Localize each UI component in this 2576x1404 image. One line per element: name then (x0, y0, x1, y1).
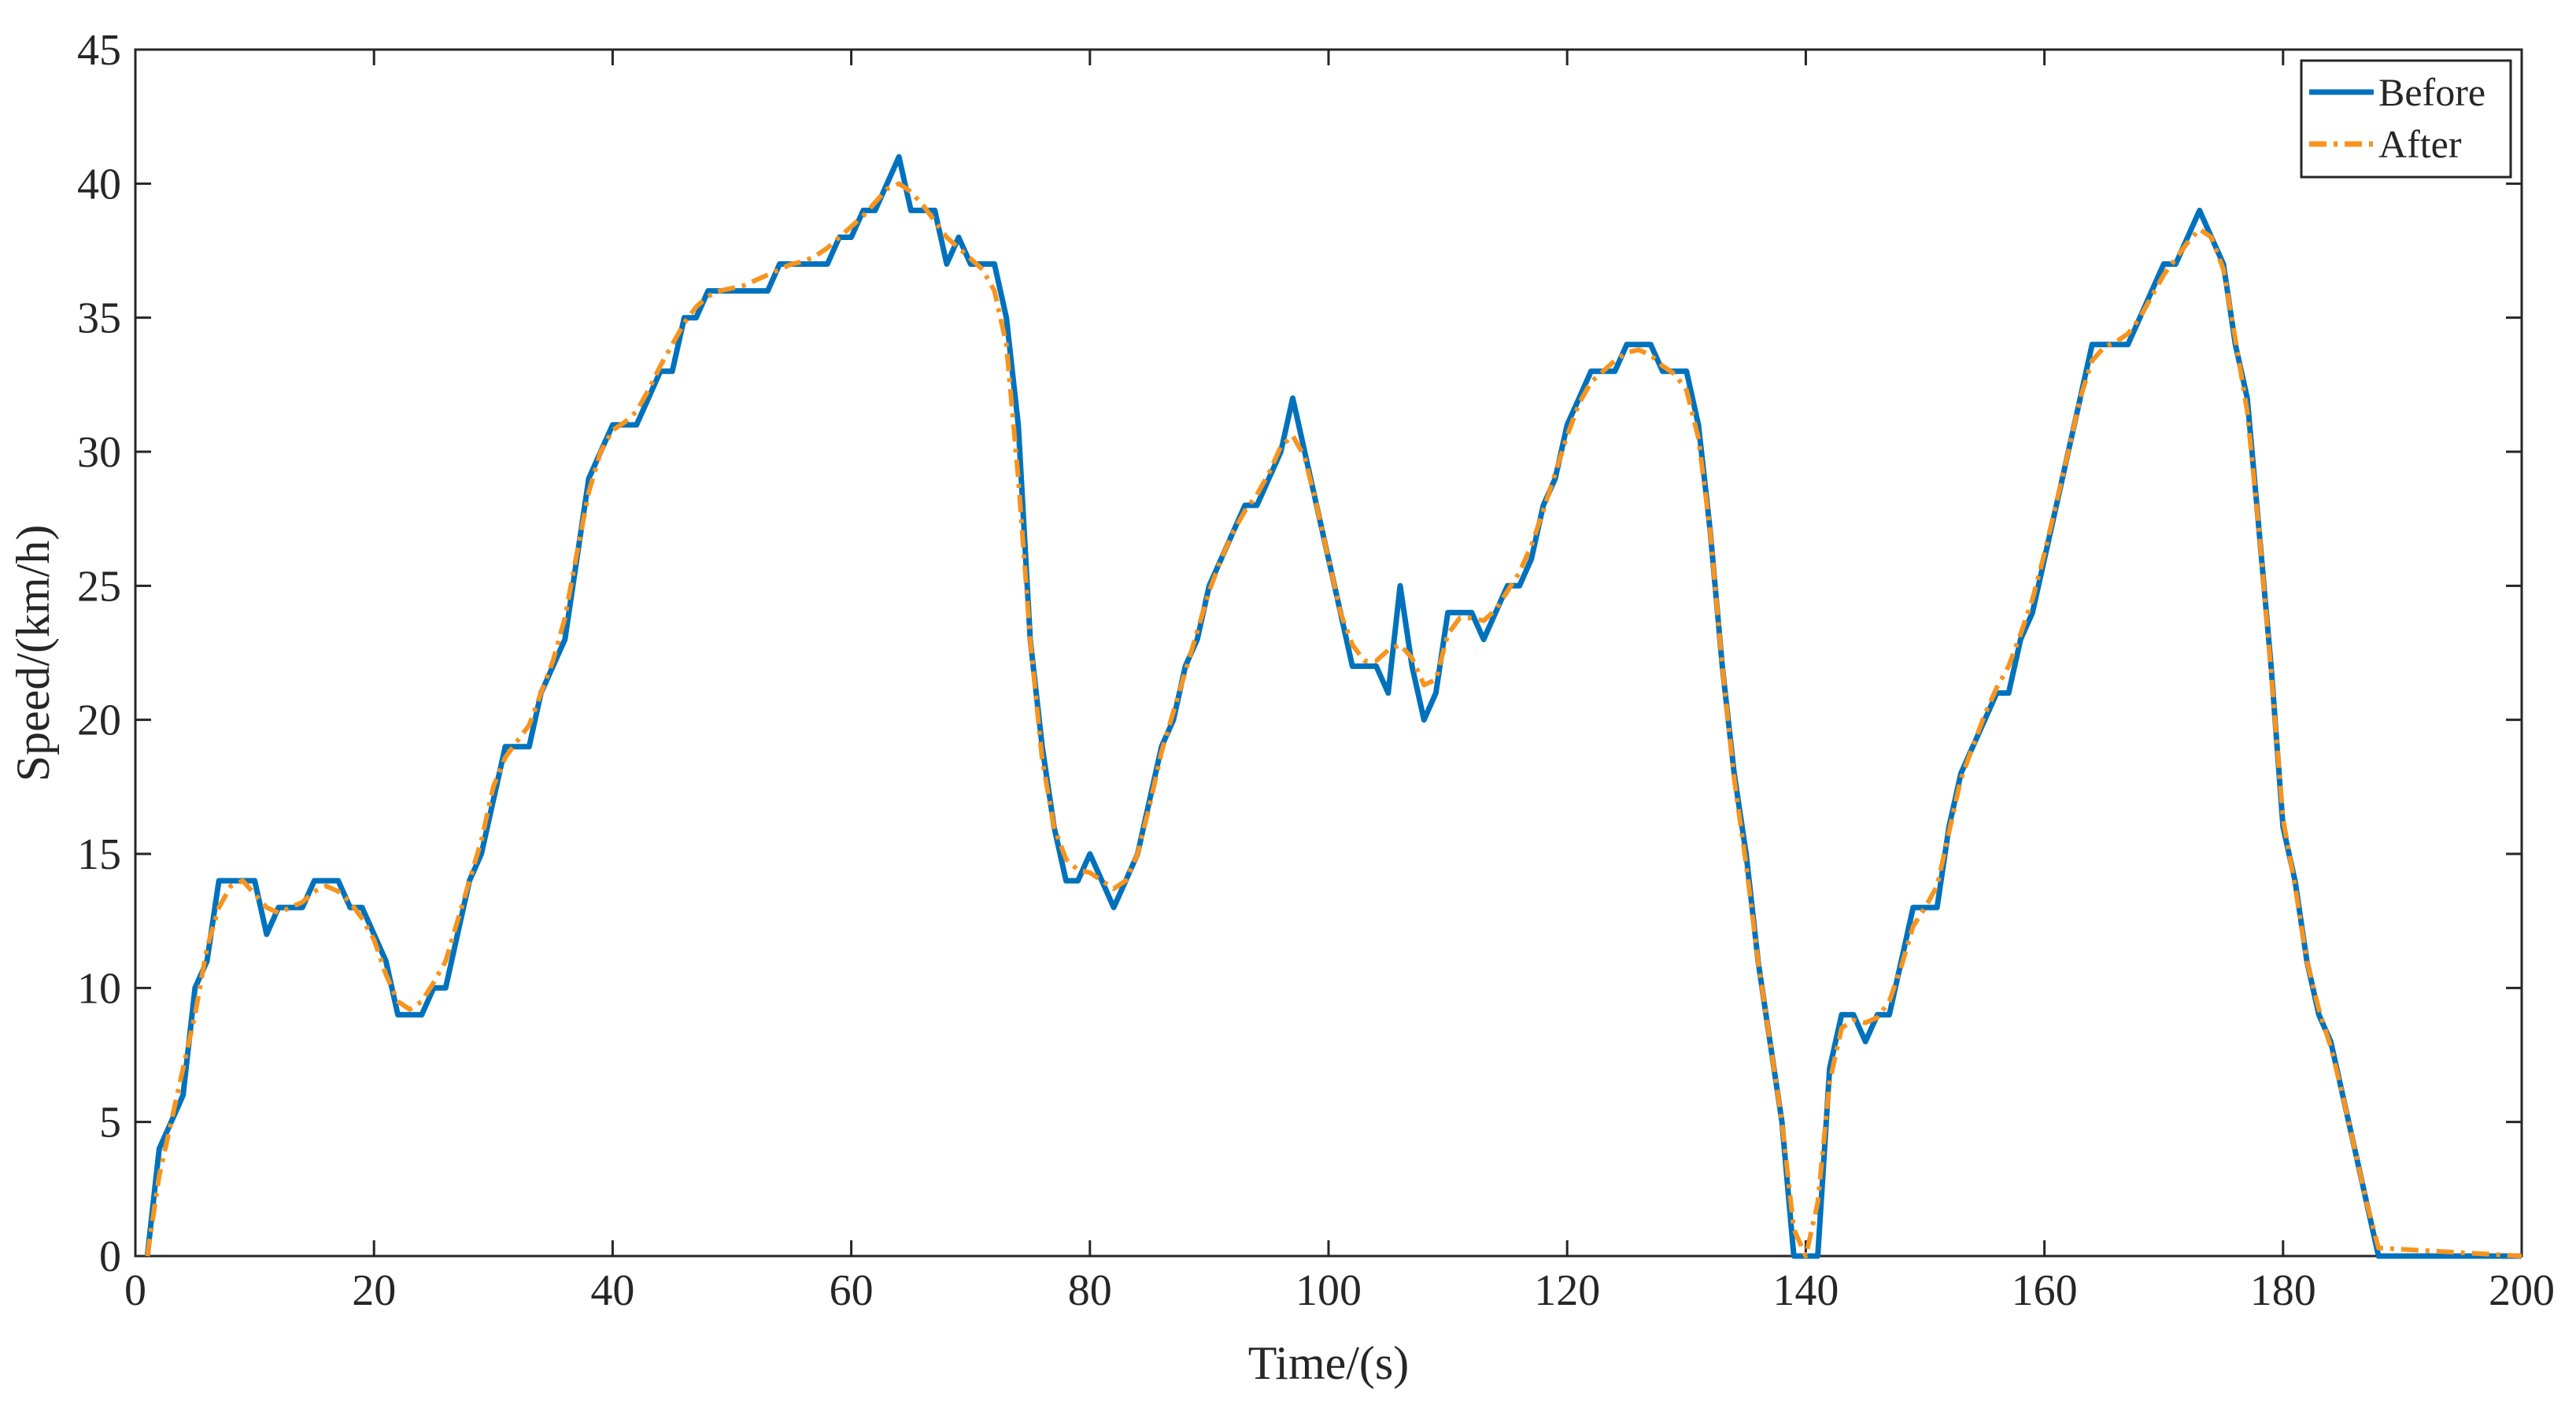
y-tick-label: 30 (77, 428, 121, 477)
legend-label: After (2378, 122, 2462, 166)
data-line (144, 153, 2522, 1259)
y-tick-label: 0 (99, 1232, 121, 1281)
y-tick-label: 20 (77, 696, 121, 745)
y-axis-label: Speed/(km/h) (7, 525, 59, 782)
x-tick-label: 100 (1295, 1266, 1362, 1315)
x-tick-label: 20 (352, 1266, 396, 1315)
x-tick-label: 60 (830, 1266, 874, 1315)
x-tick-label: 140 (1772, 1266, 1839, 1315)
x-tick-label: 160 (2012, 1266, 2078, 1315)
x-tick-label: 40 (590, 1266, 634, 1315)
x-tick-label: 120 (1534, 1266, 1600, 1315)
legend: Before After (2300, 59, 2512, 179)
x-tick-label: 0 (124, 1266, 146, 1315)
x-tick-label: 200 (2489, 1266, 2555, 1315)
plot-frame (134, 48, 2523, 1258)
y-tick-label: 5 (99, 1099, 121, 1147)
x-tick-label: 180 (2250, 1266, 2316, 1315)
y-tick-label: 10 (77, 964, 121, 1013)
y-tick-label: 40 (77, 160, 121, 209)
legend-box (2300, 59, 2512, 179)
x-axis-label: Time/(s) (1248, 1337, 1410, 1389)
legend-label: Before (2378, 70, 2485, 114)
y-tick-label: 45 (77, 26, 121, 75)
y-tick-label: 15 (77, 830, 121, 879)
data-line (145, 181, 2522, 1258)
y-tick-label: 35 (77, 294, 121, 343)
y-tick-label: 25 (77, 562, 121, 611)
x-tick-label: 80 (1068, 1266, 1112, 1315)
